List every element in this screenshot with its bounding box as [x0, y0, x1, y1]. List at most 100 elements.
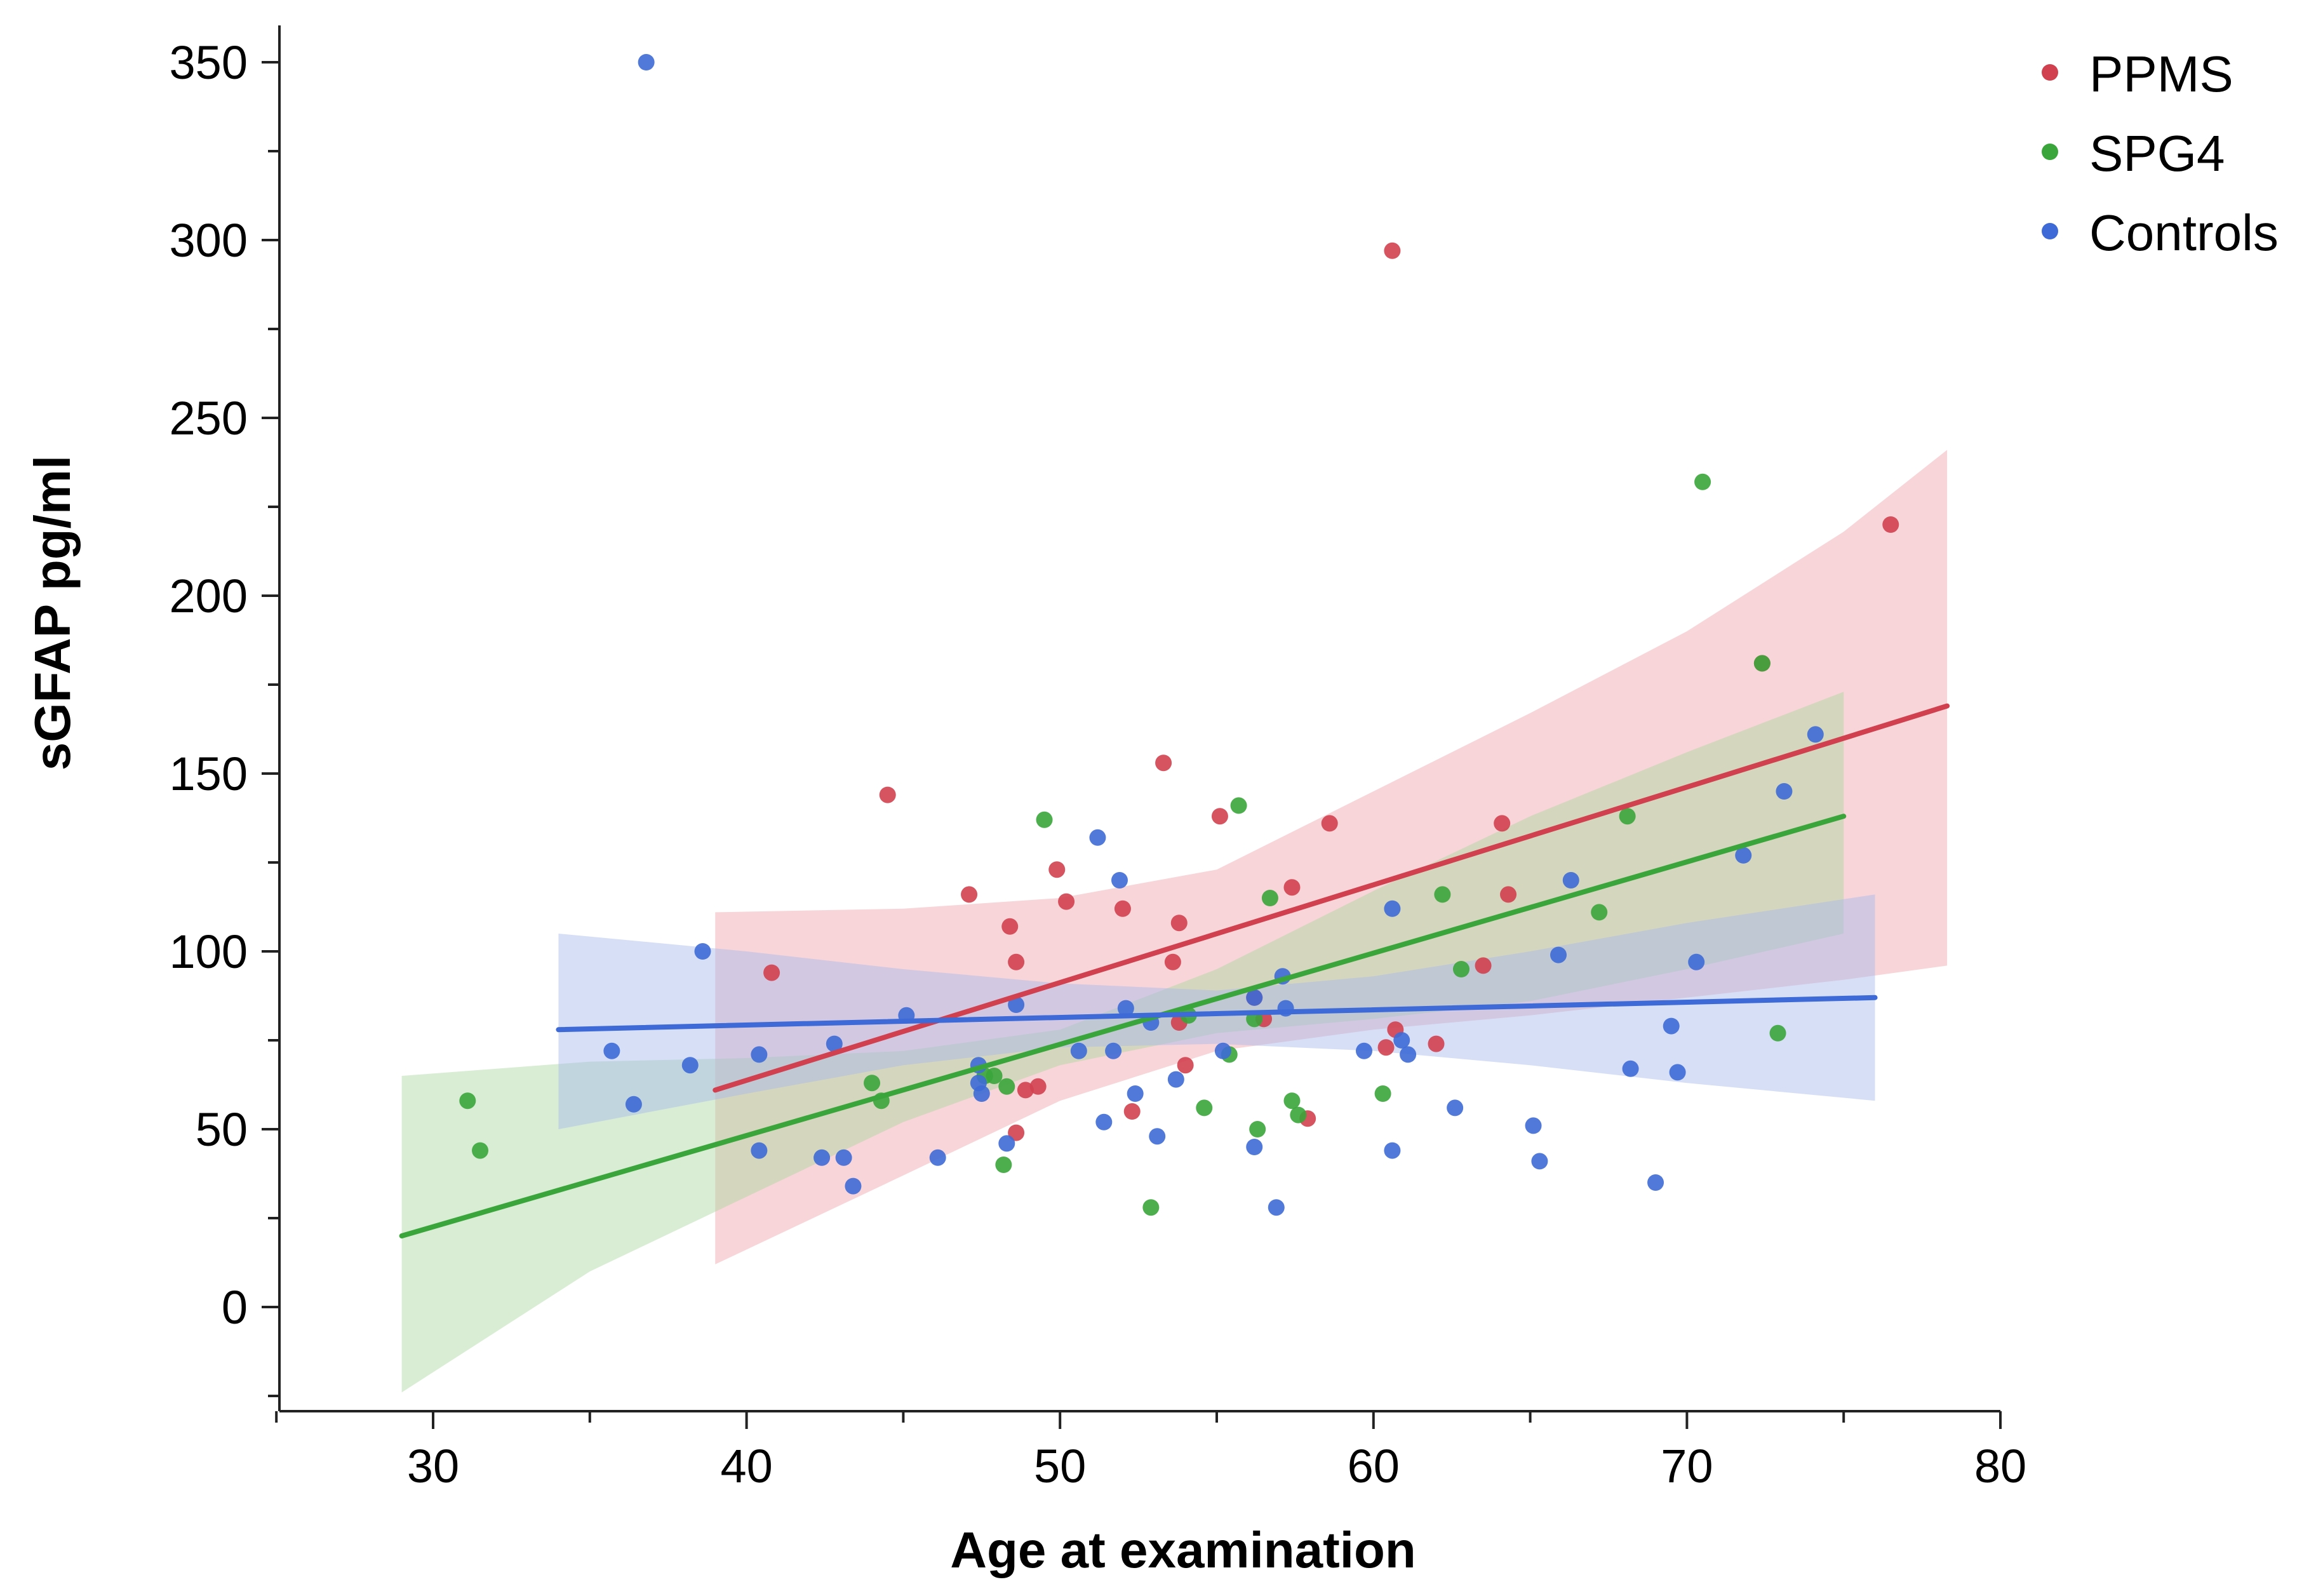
y-tick-label: 300 — [170, 214, 248, 267]
y-tick-label: 100 — [170, 925, 248, 978]
x-axis-title: Age at examination — [950, 1522, 1416, 1578]
data-point-controls — [1095, 1113, 1113, 1130]
data-point-controls — [681, 1057, 699, 1074]
regression-line-controls — [556, 995, 1878, 1033]
data-point-spg4 — [1261, 890, 1278, 906]
data-point-ppms — [1211, 808, 1228, 825]
data-point-spg4 — [472, 1142, 489, 1159]
data-point-ppms — [1123, 1103, 1141, 1120]
data-point-controls — [1384, 1142, 1401, 1159]
y-tick-label: 50 — [196, 1103, 248, 1156]
axes: 30 40 50 60 70 80 0 50 100 150 200 250 300 350 — [170, 25, 2026, 1492]
data-point-ppms — [1475, 957, 1492, 974]
data-point-ppms — [1377, 1039, 1395, 1056]
data-point-ppms — [763, 964, 780, 981]
data-point-controls — [1111, 872, 1128, 889]
x-tick-label: 80 — [1974, 1440, 2026, 1492]
data-point-controls — [751, 1046, 768, 1063]
data-point-ppms — [1170, 915, 1188, 932]
data-point-ppms — [1321, 815, 1338, 832]
data-point-ppms — [1008, 1124, 1025, 1141]
data-point-spg4 — [1434, 886, 1451, 903]
data-point-spg4 — [986, 1068, 1003, 1084]
data-point-controls — [1735, 847, 1752, 864]
data-point-spg4 — [1619, 808, 1636, 825]
data-point-controls — [694, 943, 711, 960]
data-point-controls — [1008, 996, 1025, 1013]
data-point-controls — [1117, 1000, 1134, 1017]
confidence-band-spg4 — [401, 692, 1844, 1393]
y-tick-label: 200 — [170, 570, 248, 622]
data-point-spg4 — [1290, 1106, 1307, 1123]
data-point-ppms — [1114, 900, 1131, 917]
data-point-controls — [1562, 872, 1579, 889]
data-point-controls — [1127, 1085, 1144, 1102]
data-point-spg4 — [1249, 1121, 1266, 1137]
legend-marker-ppms — [2042, 64, 2058, 81]
data-point-controls — [1246, 989, 1263, 1006]
data-point-ppms — [1029, 1078, 1047, 1095]
y-tick-label: 350 — [170, 36, 248, 89]
data-point-ppms — [1494, 815, 1511, 832]
data-point-ppms — [1428, 1035, 1445, 1052]
data-point-spg4 — [998, 1078, 1015, 1095]
data-point-controls — [1622, 1060, 1639, 1077]
regression-lines — [399, 703, 1950, 1238]
data-point-controls — [835, 1149, 852, 1166]
x-tick-label: 30 — [407, 1440, 459, 1492]
data-point-controls — [1776, 783, 1793, 800]
data-point-controls — [1647, 1174, 1664, 1191]
data-point-controls — [1688, 953, 1705, 970]
data-point-controls — [1149, 1128, 1166, 1145]
data-point-controls — [1663, 1017, 1680, 1035]
legend-label-controls: Controls — [2089, 205, 2279, 261]
data-point-controls — [998, 1135, 1015, 1152]
data-point-spg4 — [1753, 655, 1771, 672]
data-point-spg4 — [995, 1157, 1012, 1173]
data-point-controls — [1355, 1042, 1372, 1059]
data-point-spg4 — [1694, 473, 1711, 490]
y-tick-label: 0 — [222, 1281, 248, 1334]
data-point-ppms — [1155, 754, 1172, 772]
data-point-controls — [625, 1096, 642, 1113]
regression-line-spg4 — [399, 814, 1847, 1238]
data-point-ppms — [1001, 918, 1019, 935]
data-point-ppms — [1058, 893, 1075, 910]
data-point-ppms — [1283, 879, 1301, 896]
x-tick-label: 40 — [720, 1440, 772, 1492]
data-point-controls — [1268, 1199, 1285, 1216]
data-point-spg4 — [1591, 904, 1608, 921]
data-point-controls — [1246, 1139, 1263, 1155]
data-point-controls — [845, 1177, 862, 1195]
data-point-spg4 — [1196, 1099, 1213, 1117]
data-point-controls — [1669, 1064, 1686, 1081]
data-point-spg4 — [1283, 1092, 1301, 1110]
data-point-spg4 — [1142, 1199, 1160, 1216]
regression-line-ppms — [713, 703, 1950, 1093]
data-point-controls — [973, 1085, 990, 1102]
data-point-controls — [1550, 946, 1567, 963]
data-point-controls — [751, 1142, 768, 1159]
data-point-controls — [1807, 726, 1824, 743]
data-point-controls — [1070, 1042, 1087, 1059]
data-point-ppms — [1048, 861, 1066, 878]
y-tick-label: 250 — [170, 392, 248, 445]
data-point-spg4 — [864, 1075, 881, 1092]
data-point-ppms — [1017, 1082, 1034, 1099]
data-point-controls — [1105, 1042, 1122, 1059]
data-point-controls — [1393, 1032, 1410, 1049]
x-tick-label: 50 — [1034, 1440, 1086, 1492]
data-point-ppms — [1177, 1057, 1194, 1074]
data-point-ppms — [1384, 242, 1401, 259]
data-point-ppms — [1008, 953, 1025, 970]
data-point-ppms — [879, 786, 896, 803]
data-point-spg4 — [1453, 961, 1470, 977]
data-point-controls — [1384, 900, 1401, 917]
y-tick-label: 150 — [170, 748, 248, 800]
data-point-ppms — [961, 886, 978, 903]
legend: PPMS SPG4 Controls — [2042, 46, 2279, 261]
legend-marker-spg4 — [2042, 144, 2058, 160]
confidence-band-ppms — [715, 450, 1948, 1264]
data-point-controls — [929, 1149, 946, 1166]
